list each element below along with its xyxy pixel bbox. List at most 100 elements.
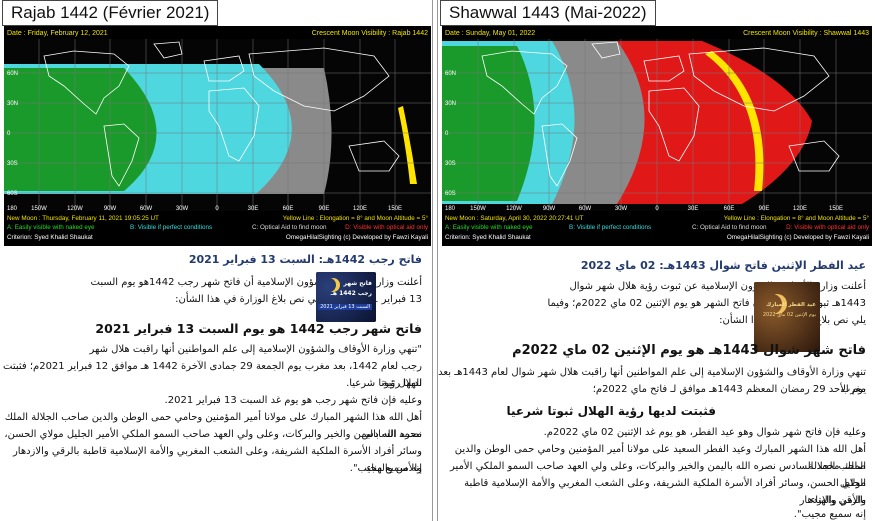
lon-label: 60E [283,206,294,212]
legend-d: D: Visible with optical aid only [345,224,429,231]
lon-labels: 180 150W 120W 90W 60W 30W 0 30E 60E 90E … [445,206,843,212]
map-date-label: Date : Sunday, May 01, 2022 [445,30,535,37]
map-svg: Date : Sunday, May 01, 2022 Crescent Moo… [442,26,872,246]
body-line: وعليه فإن فاتح شهر رجب هو يوم غد السبت 1… [164,395,422,406]
lat-label: 60N [445,71,456,77]
body-line: رجب لعام 1442، بعد مغرب يوم الجمعة 29 جم… [3,361,422,389]
doc-subtitle: فاتح رجب 1442هـ: السبت 13 فبراير 2021 [188,253,422,266]
credit-label: OmegaHilalSighting (c) Developed by Fawz… [727,234,869,241]
lon-label: 180 [445,206,456,212]
lon-label: 120E [353,206,367,212]
body-line: تنهي وزارة الأوقاف والشؤون الإسلامية إلى… [438,367,866,395]
zone-a-region [4,68,157,191]
legend-d: D: Visible with optical aid only [786,224,870,231]
lon-label: 90W [543,206,556,212]
announcement-thumbnail: فاتح شهر رجب 1442 هـ السبت 13 فبراير 202… [316,272,376,322]
announcement-document: فاتح رجب 1442هـ: السبت 13 فبراير 2021 أع… [0,250,432,521]
lon-label: 120W [67,206,83,212]
intro-line: أعلنت وزارة الأوقاف والشؤون الإسلامية عن… [569,281,866,292]
map-svg: Date : Friday, February 12, 2021 Crescen… [4,26,431,246]
doc-heading: فاتح شهر رجب 1442 هو يوم السبت 13 فبراير… [95,321,422,336]
criterion-label: Criterion: Syed Khalid Shaukat [445,234,531,241]
legend-c: C: Optical Aid to find moon [692,224,767,231]
lon-label: 150E [829,206,843,212]
announcement-thumbnail: عيد الفطر المبارك يوم الإثنين 02 ماي 202… [754,282,820,352]
map-date-label: Date : Friday, February 12, 2021 [7,30,108,37]
lon-label: 0 [655,206,659,212]
lat-label: 30N [445,101,456,107]
yellow-line [705,51,764,191]
map-grid [4,39,431,211]
lon-label: 30W [176,206,189,212]
lon-labels: 180 150W 120W 90W 60W 30W 0 30E 60E 90E … [7,206,402,212]
legend-b: B: Visible if perfect conditions [130,224,212,231]
map-plot-area: 60N 30N 0 30S 60S [4,39,431,211]
intro-line: 13 فبراير 2021، وفيما يلي نص بلاغ الوزار… [175,294,422,305]
yellow-line-label: Yellow Line : Elongation = 8° and Moon A… [283,214,429,222]
lon-label: 90W [104,206,117,212]
lat-label: 0 [445,131,449,137]
body-line: "تنهي وزارة الأوقاف والشؤون الإسلامية إل… [89,344,423,355]
map-plot-area: 60N 30N 0 30S 60S [442,39,872,211]
thumb-line: يوم الإثنين 02 ماي 2022 [762,312,816,318]
lon-label: 120W [506,206,522,212]
panel-title: Shawwal 1443 (Mai-2022) [440,0,656,26]
panel-title: Rajab 1442 (Février 2021) [2,0,219,26]
map-visibility-label: Crescent Moon Visibility : Shawwal 1443 [743,30,869,37]
continent-outlines [481,41,840,187]
body-line: والأمن والهناء. [807,495,866,506]
yellow-line-label: Yellow Line : Elongation = 8° and Moon A… [724,214,870,222]
lon-label: 120E [793,206,807,212]
zone-a-region [442,46,535,201]
lon-label: 30E [248,206,259,212]
criterion-label: Criterion: Syed Khalid Shaukat [7,234,93,241]
legend-a: A: Easily visible with naked eye [7,224,95,231]
lon-label: 180 [7,206,18,212]
intro-line: أعلنت وزارة الأوقاف والشؤون الإسلامية أن… [90,277,423,288]
continent-outlines [43,41,400,187]
credit-label: OmegaHilalSighting (c) Developed by Fawz… [286,234,428,241]
announcement-document: عيد الفطر الإثنين فاتح شوال 1443هـ: 02 م… [438,250,875,521]
body-line: إنه سميع مجيب". [349,463,422,474]
body-line: الهلال ثبوتا شرعيا. [346,378,422,389]
legend-a: A: Easily visible with naked eye [445,224,533,231]
thumb-line: عيد الفطر المبارك [766,302,816,308]
lat-label: 60N [7,71,18,77]
body-line: وسائر أفراد الأسرة الملكية الشريفة، وعلى… [12,446,422,474]
lon-label: 60W [579,206,592,212]
lon-label: 90E [319,206,330,212]
lat-label: 30N [7,101,18,107]
lon-label: 0 [215,206,219,212]
body-line: مولاي الحسن، وسائر أفراد الأسرة الملكية … [464,478,866,506]
lat-label: 60S [445,191,456,197]
new-moon-label: New Moon : Saturday, April 30, 2022 20:2… [445,215,584,222]
lat-label: 30S [445,161,456,167]
legend-c: C: Optical Aid to find moon [252,224,327,231]
map-visibility-label: Crescent Moon Visibility : Rajab 1442 [312,30,428,37]
body-line: إنه سميع مجيب". [793,509,866,520]
lon-label: 150E [388,206,402,212]
intro-line: 1443هـ ثبوتا شرعيا، ليكون فاتح الشهر هو … [547,298,866,309]
lon-label: 30W [615,206,628,212]
legend-b: B: Visible if perfect conditions [569,224,651,231]
map-legend: New Moon : Thursday, February 11, 2021 1… [7,214,429,241]
lon-label: 150W [31,206,47,212]
doc-subtitle: عيد الفطر الإثنين فاتح شوال 1443هـ: 02 م… [580,259,866,272]
doc-heading-2: فثبتت لديها رؤية الهلال ثبوتا شرعيا [506,404,716,418]
body-line: الملك محمد السادس نصره الله باليمن والخي… [450,461,866,489]
map-legend: New Moon : Saturday, April 30, 2022 20:2… [445,214,870,241]
body-line: أهل الله هذا الشهر المبارك على مولانا أم… [4,412,422,440]
thumb-line: السبت 13 فبراير 2021 [318,304,372,310]
body-line: أهل الله هذا الشهر المبارك وعيد الفطر ال… [454,444,866,472]
crescent-visibility-map: Date : Sunday, May 01, 2022 Crescent Moo… [442,26,872,246]
lon-label: 30E [688,206,699,212]
thumb-line: فاتح شهر [343,280,372,287]
map-grid [442,39,872,211]
new-moon-label: New Moon : Thursday, February 11, 2021 1… [7,215,159,222]
lat-label: 0 [7,131,11,137]
lon-label: 60E [724,206,735,212]
body-line: نصره الله باليمن والخير والبركات، وعلى و… [4,429,422,440]
lon-label: 150W [470,206,486,212]
right-panel: Shawwal 1443 (Mai-2022) Date : Sunday, M… [437,0,875,521]
doc-heading: فاتح شهر شوال 1443هـ هو يوم الإثنين 02 م… [512,343,866,358]
